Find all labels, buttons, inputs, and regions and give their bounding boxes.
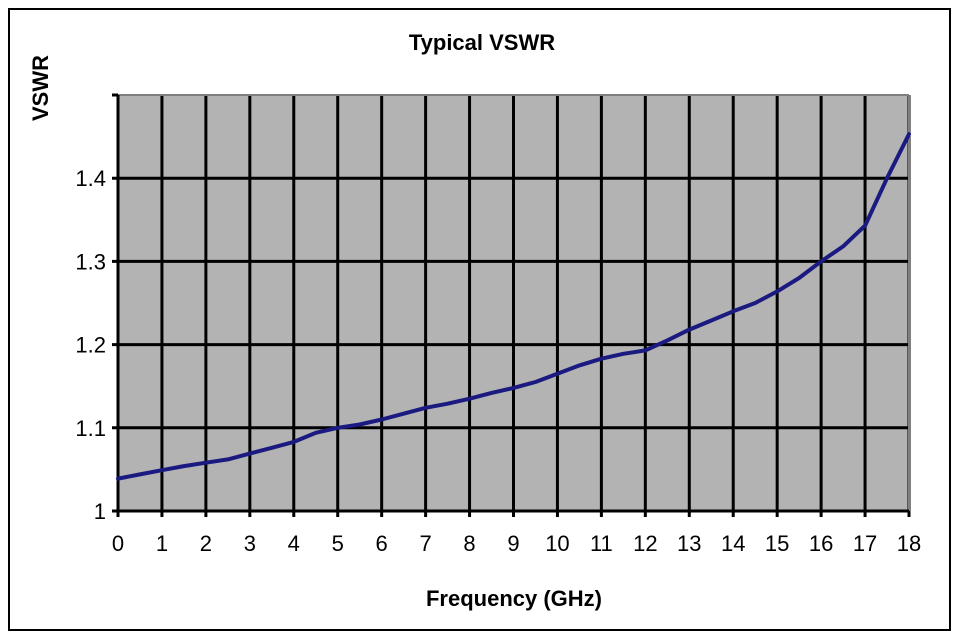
x-axis-label: Frequency (GHz) [426, 586, 602, 611]
y-tick-labels: 1 1.1 1.2 1.3 1.4 [75, 166, 106, 524]
y-tick-label: 1 [94, 499, 106, 524]
x-tick-labels: 0 1 2 3 4 5 6 7 8 9 10 11 12 13 14 15 16 17 18 [112, 531, 921, 556]
x-tick-label: 3 [244, 531, 256, 556]
x-tick-label: 13 [677, 531, 701, 556]
y-tick-label: 1.4 [75, 166, 106, 191]
x-tick-label: 7 [419, 531, 431, 556]
x-tick-label: 2 [200, 531, 212, 556]
x-tick-label: 1 [156, 531, 168, 556]
axes [112, 93, 911, 517]
series-layer [116, 132, 911, 481]
y-tick-label: 1.2 [75, 333, 106, 358]
x-tick-label: 12 [633, 531, 657, 556]
x-tick-label: 11 [590, 531, 613, 556]
x-tick-label: 18 [897, 531, 921, 556]
x-tick-label: 6 [376, 531, 388, 556]
y-tick-label: 1.3 [75, 249, 106, 274]
x-tick-label: 4 [288, 531, 300, 556]
x-tick-label: 17 [853, 531, 877, 556]
x-tick-label: 16 [809, 531, 833, 556]
x-tick-label: 10 [545, 531, 569, 556]
grid-lines [112, 95, 911, 511]
y-tick-label: 1.1 [75, 416, 106, 441]
chart-title: Typical VSWR [409, 30, 555, 55]
x-tick-label: 15 [765, 531, 789, 556]
y-axis-label: VSWR [28, 55, 53, 121]
series-line-0 [116, 132, 911, 481]
x-tick-label: 5 [332, 531, 344, 556]
x-tick-label: 8 [463, 531, 475, 556]
x-tick-label: 9 [507, 531, 519, 556]
x-tick-label: 14 [721, 531, 745, 556]
x-tick-label: 0 [112, 531, 124, 556]
